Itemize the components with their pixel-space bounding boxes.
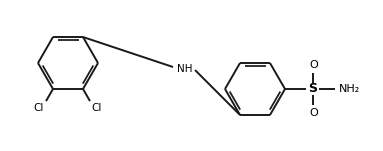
- Text: O: O: [309, 108, 318, 118]
- Text: Cl: Cl: [34, 103, 44, 113]
- Text: O: O: [309, 60, 318, 70]
- Text: Cl: Cl: [91, 103, 101, 113]
- Text: S: S: [308, 82, 318, 95]
- Text: NH₂: NH₂: [339, 84, 360, 94]
- Text: NH: NH: [177, 64, 193, 74]
